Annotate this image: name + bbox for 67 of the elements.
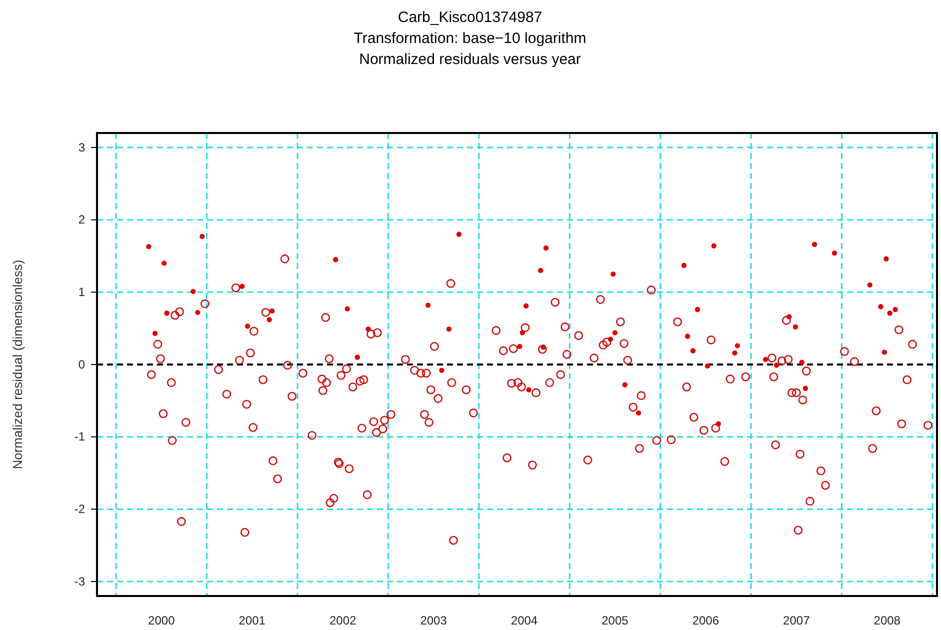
point — [456, 232, 462, 237]
point — [704, 363, 710, 369]
x-tick-label: 2002 — [329, 614, 356, 628]
point — [266, 317, 272, 322]
chart-subtitle: Transformation: base−10 logarithm Normalized residuals versus year — [354, 30, 586, 68]
y-tick-label: -1 — [74, 430, 86, 444]
x-tick-label: 2004 — [510, 614, 538, 628]
point — [240, 284, 245, 289]
point — [802, 386, 808, 391]
point — [344, 306, 350, 312]
point — [684, 334, 690, 339]
point — [200, 234, 205, 240]
point — [774, 362, 780, 368]
point — [439, 368, 444, 373]
point — [526, 387, 532, 392]
point — [867, 282, 872, 288]
point — [690, 348, 696, 354]
x-tick-label: 2003 — [420, 614, 448, 628]
point — [694, 306, 700, 312]
point — [734, 343, 740, 348]
point — [164, 310, 170, 316]
y-tick-label: 0 — [78, 357, 86, 372]
point — [882, 350, 887, 355]
x-tick-label: 2008 — [874, 614, 901, 628]
point — [146, 244, 152, 250]
point — [812, 242, 818, 248]
point — [799, 360, 804, 365]
point — [681, 262, 687, 268]
point — [244, 324, 250, 329]
point — [426, 302, 431, 308]
y-tick-label: -2 — [74, 502, 86, 516]
point — [332, 257, 338, 262]
point — [152, 330, 158, 336]
point — [610, 271, 616, 277]
y-tick-label: 2 — [78, 212, 86, 227]
point — [792, 324, 798, 330]
point — [523, 303, 529, 308]
y-tick-label: -3 — [74, 574, 86, 588]
point — [892, 306, 898, 312]
y-tick-label: 3 — [78, 140, 86, 154]
point — [269, 308, 275, 314]
point — [878, 304, 884, 310]
x-tick-label: 2006 — [692, 614, 720, 628]
x-tick-label: 2000 — [148, 614, 176, 628]
point — [711, 243, 716, 248]
x-tick-label: 2005 — [602, 614, 629, 628]
point — [762, 356, 768, 362]
point — [517, 344, 522, 350]
point — [190, 288, 196, 294]
point — [538, 268, 544, 274]
point — [887, 310, 892, 316]
point — [195, 310, 200, 316]
y-tick-label: 1 — [78, 284, 86, 299]
y-axis-title: Normalized residual (dimensionless) — [10, 260, 25, 470]
point — [543, 245, 549, 251]
point — [354, 354, 360, 360]
point — [162, 260, 167, 266]
x-tick-label: 2007 — [783, 614, 810, 628]
point — [636, 410, 642, 416]
point — [446, 326, 452, 332]
point — [832, 250, 838, 256]
chart-title: Carb_Kisco01374987 — [398, 9, 542, 26]
point — [622, 382, 628, 388]
point — [732, 350, 738, 356]
point — [612, 330, 618, 336]
point — [884, 256, 889, 262]
x-tick-label: 2001 — [238, 614, 266, 628]
